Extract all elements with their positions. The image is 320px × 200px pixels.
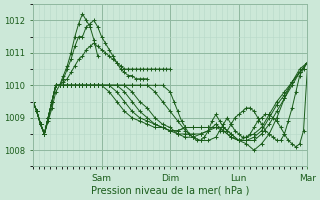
X-axis label: Pression niveau de la mer( hPa ): Pression niveau de la mer( hPa ) [91,186,249,196]
